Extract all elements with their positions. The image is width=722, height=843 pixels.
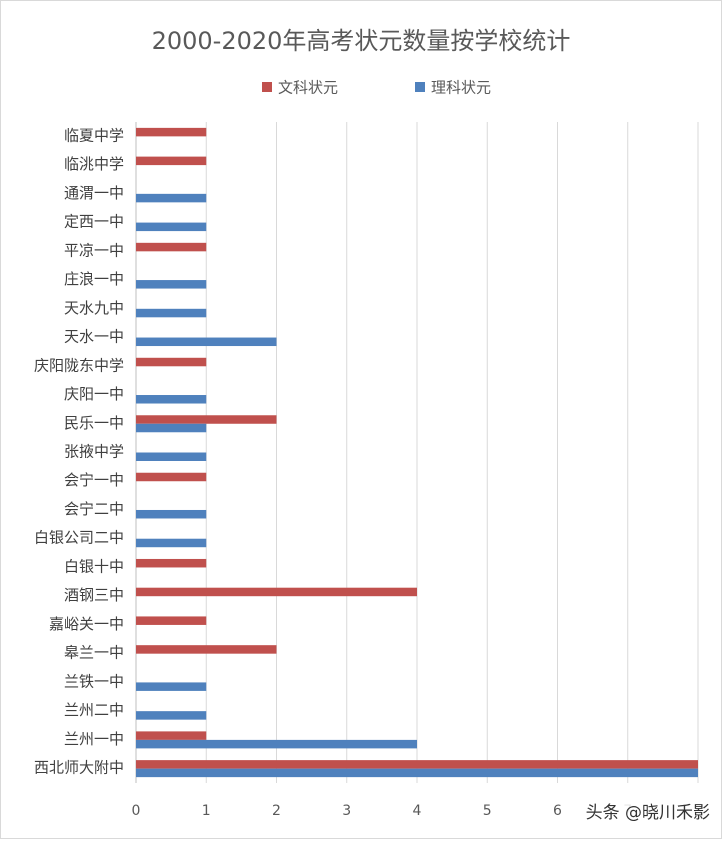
- bar: [136, 357, 207, 367]
- bar: [136, 242, 207, 252]
- bar: [136, 509, 207, 519]
- x-tick-label: 3: [342, 803, 351, 819]
- bar: [136, 616, 207, 625]
- bar: [136, 127, 207, 137]
- y-tick-label: 会宁一中: [64, 471, 124, 489]
- x-tick-label: 6: [553, 803, 562, 819]
- bar: [136, 423, 207, 433]
- chart-title: 2000-2020年高考状元数量按学校统计: [152, 27, 571, 55]
- y-tick-label: 临洮中学: [64, 155, 124, 173]
- y-tick-label: 酒钢三中: [64, 586, 124, 604]
- x-tick-label: 2: [272, 803, 281, 819]
- y-tick-label: 嘉峪关一中: [49, 615, 124, 633]
- bar: [136, 193, 207, 203]
- bar: [136, 587, 417, 597]
- bar: [136, 395, 207, 404]
- legend-label: 文科状元: [278, 79, 338, 97]
- bar: [136, 472, 207, 482]
- legend-swatch: [415, 82, 425, 92]
- y-tick-label: 平凉一中: [64, 241, 124, 259]
- y-tick-label: 临夏中学: [64, 126, 124, 144]
- y-tick-label: 白银公司二中: [34, 529, 124, 547]
- y-tick-label: 天水九中: [64, 299, 124, 317]
- bar: [136, 711, 207, 720]
- bar: [136, 452, 207, 461]
- y-tick-label: 庄浪一中: [64, 270, 124, 288]
- y-tick-label: 皋兰一中: [64, 644, 124, 662]
- y-tick-label: 民乐一中: [64, 414, 124, 432]
- bar: [136, 538, 207, 548]
- watermark-bg: [566, 798, 716, 828]
- y-tick-label: 兰州一中: [64, 730, 124, 748]
- bar: [136, 682, 207, 691]
- y-tick-label: 西北师大附中: [34, 759, 124, 777]
- legend-swatch: [262, 82, 272, 92]
- bar: [136, 645, 277, 654]
- y-tick-label: 天水一中: [64, 328, 124, 346]
- y-tick-label: 兰铁一中: [64, 672, 124, 690]
- bar: [136, 308, 207, 318]
- y-tick-label: 张掖中学: [64, 443, 124, 461]
- x-tick-label: 1: [202, 803, 211, 819]
- y-tick-label: 定西一中: [64, 213, 124, 231]
- legend-label: 理科状元: [431, 79, 491, 97]
- y-tick-label: 会宁二中: [64, 500, 124, 518]
- x-tick-label: 0: [132, 803, 141, 819]
- y-tick-label: 通渭一中: [64, 184, 124, 202]
- bar: [136, 415, 277, 424]
- bar: [136, 760, 698, 769]
- x-tick-label: 4: [413, 803, 422, 819]
- bar: [136, 731, 207, 740]
- y-tick-label: 白银十中: [64, 557, 124, 575]
- bar: [136, 280, 207, 289]
- bar: [136, 768, 698, 778]
- bar: [136, 558, 207, 568]
- bar: [136, 156, 207, 166]
- bar: [136, 222, 207, 232]
- bar: [136, 337, 277, 347]
- y-tick-label: 兰州二中: [64, 701, 124, 719]
- bar: [136, 739, 417, 749]
- watermark: 头条 @晓川禾影: [586, 803, 710, 823]
- x-tick-label: 5: [483, 803, 492, 819]
- y-tick-label: 庆阳陇东中学: [34, 356, 124, 374]
- y-tick-label: 庆阳一中: [64, 385, 124, 403]
